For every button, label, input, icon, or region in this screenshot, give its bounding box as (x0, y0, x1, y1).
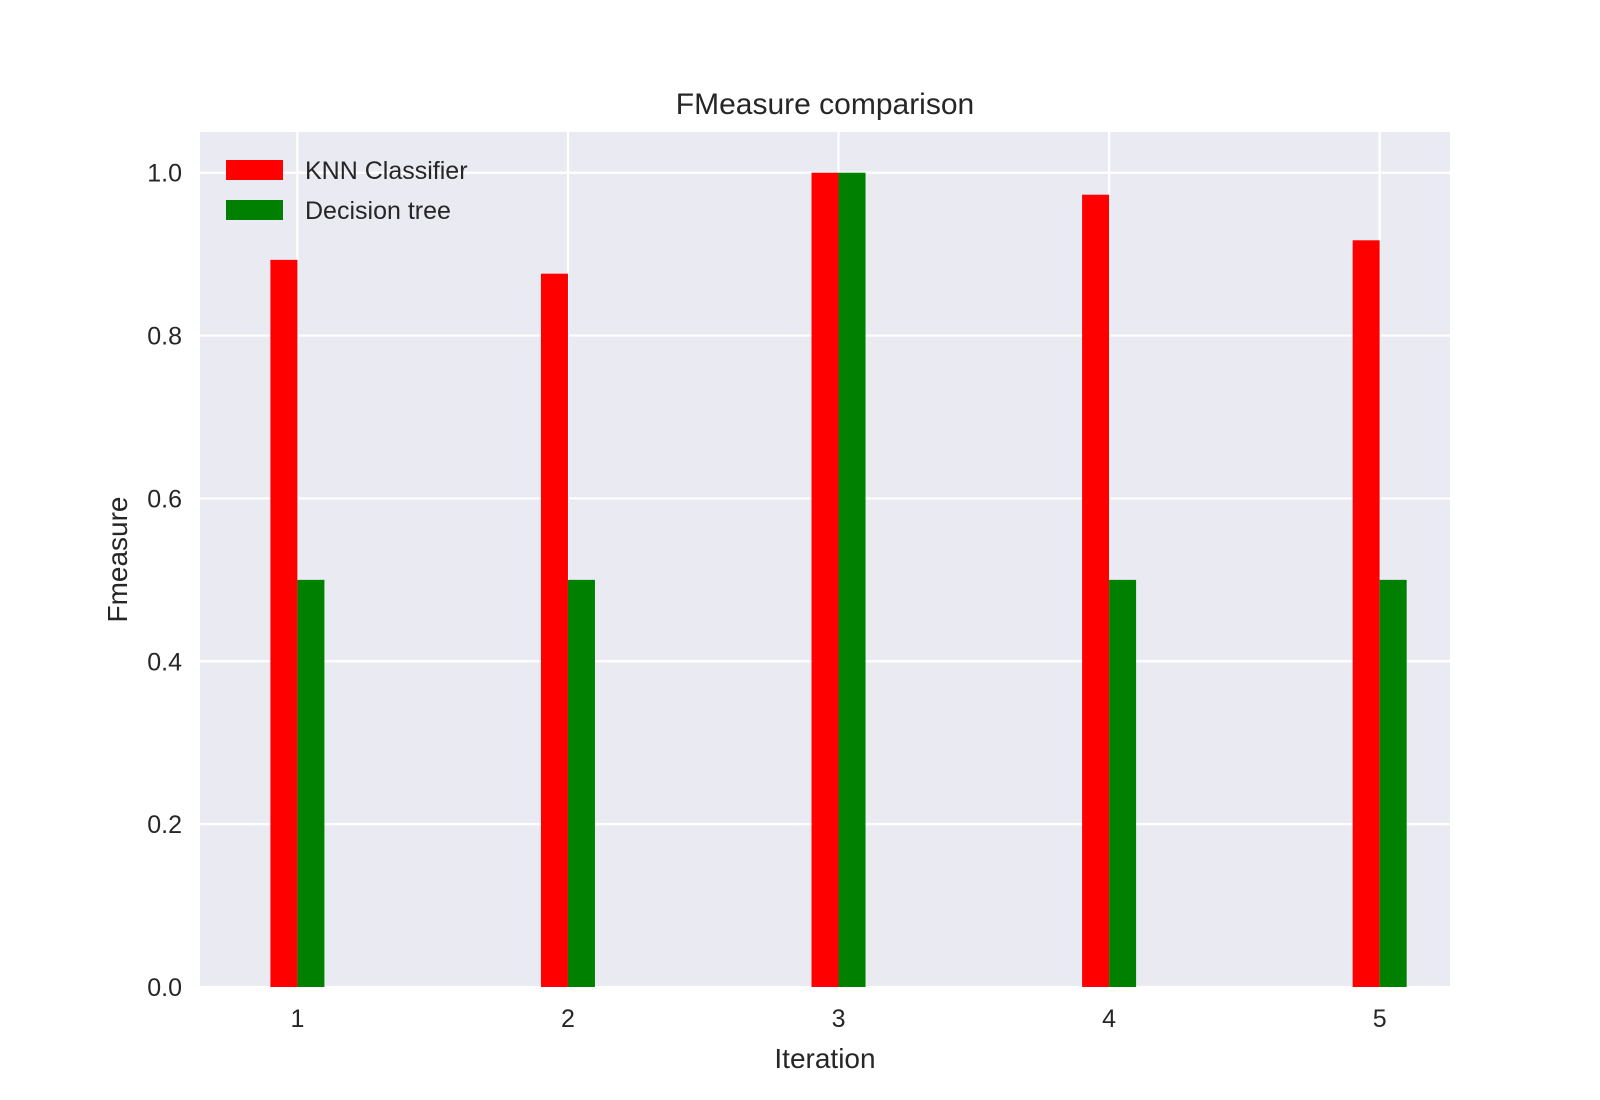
x-tick-label: 5 (1373, 1005, 1387, 1033)
bar-decision-tree-5 (1379, 579, 1407, 987)
y-tick-label: 0.2 (147, 811, 182, 839)
bar-knn-3 (811, 172, 839, 987)
x-axis-ticks: 1 2 3 4 5 (290, 1005, 1386, 1033)
y-tick-label: 0.4 (147, 648, 182, 676)
y-axis-label: Fmeasure (102, 496, 133, 622)
chart-title: FMeasure comparison (676, 88, 974, 121)
x-axis-label: Iteration (774, 1043, 875, 1074)
bar-decision-tree-1 (297, 579, 325, 987)
x-tick-label: 3 (832, 1005, 846, 1033)
x-tick-label: 4 (1102, 1005, 1116, 1033)
bar-knn-2 (540, 273, 568, 988)
bar-decision-tree-2 (567, 579, 595, 987)
legend-label: KNN Classifier (305, 157, 468, 185)
y-tick-label: 0.0 (147, 974, 182, 1002)
bar-knn-1 (270, 259, 298, 987)
x-tick-label: 2 (561, 1005, 575, 1033)
bar-knn-5 (1352, 240, 1380, 988)
y-tick-label: 0.6 (147, 485, 182, 513)
y-tick-label: 0.8 (147, 323, 182, 351)
y-tick-label: 1.0 (147, 160, 182, 188)
legend-swatch (226, 200, 283, 220)
bar-decision-tree-3 (838, 172, 866, 987)
y-axis-ticks: 0.0 0.2 0.4 0.6 0.8 1.0 (147, 160, 182, 1002)
bar-decision-tree-4 (1109, 579, 1137, 987)
legend-swatch (226, 160, 283, 180)
bars (270, 172, 1407, 988)
bar-knn-4 (1082, 194, 1110, 987)
legend-label: Decision tree (305, 197, 451, 225)
legend: KNN Classifier Decision tree (226, 157, 468, 225)
x-tick-label: 1 (290, 1005, 304, 1033)
